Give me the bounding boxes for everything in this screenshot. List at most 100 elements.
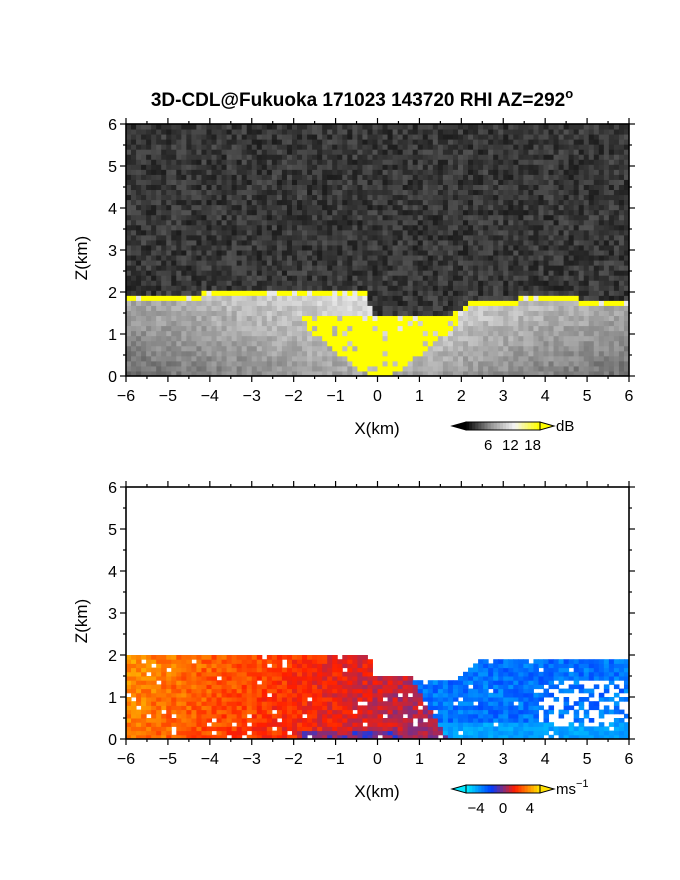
backscatter-cell [317,355,323,362]
backscatter-cell [422,360,429,367]
backscatter-cell [447,330,454,337]
backscatter-cell [563,275,570,281]
backscatter-cell [347,174,353,180]
backscatter-cell [141,270,147,276]
backscatter-cell [131,194,137,201]
backscatter-cell [276,360,283,367]
backscatter-cell [543,234,550,241]
backscatter-cell [146,325,152,332]
backscatter-cell [221,320,228,327]
backscatter-cell [327,310,333,317]
backscatter-cell [362,360,368,367]
backscatter-cell [447,204,454,211]
backscatter-cell [161,159,167,165]
backscatter-cell [367,265,373,271]
backscatter-cell [136,229,142,236]
backscatter-cell [191,260,197,266]
backscatter-cell [392,350,399,357]
backscatter-cell [166,310,172,317]
backscatter-cell [327,355,333,362]
backscatter-cell [372,300,378,306]
backscatter-cell [553,335,560,342]
backscatter-cell [533,300,539,306]
backscatter-cell [402,154,409,160]
backscatter-cell [478,159,484,165]
backscatter-cell [186,260,192,266]
backscatter-cell [226,229,233,236]
backscatter-cell [533,134,539,140]
backscatter-cell [553,134,560,140]
backscatter-cell [598,335,605,342]
backscatter-cell [131,144,137,150]
backscatter-cell [588,134,595,140]
backscatter-cell [206,164,213,170]
backscatter-cell [241,209,248,216]
backscatter-cell [241,239,248,246]
backscatter-cell [392,365,399,372]
backscatter-cell [271,250,278,256]
backscatter-cell [513,209,519,216]
backscatter-cell [382,310,389,317]
backscatter-cell [256,265,263,271]
backscatter-cell [317,315,323,322]
backscatter-cell [171,189,177,196]
backscatter-cell [618,159,625,165]
backscatter-cell [452,250,459,256]
backscatter-cell [447,184,454,191]
backscatter-cell [583,229,590,236]
backscatter-cell [357,204,363,211]
backscatter-cell [518,305,524,311]
backscatter-cell [402,355,409,362]
backscatter-cell [463,179,469,185]
backscatter-cell [452,345,459,352]
backscatter-cell [457,370,464,377]
backscatter-cell [457,315,464,322]
backscatter-cell [442,265,449,271]
backscatter-cell [463,260,469,266]
backscatter-cell [473,169,479,175]
backscatter-cell [528,275,534,281]
backscatter-cell [598,179,605,185]
backscatter-cell [312,330,318,337]
backscatter-cell [367,174,373,180]
backscatter-cell [221,305,228,311]
backscatter-cell [281,224,288,231]
backscatter-cell [457,365,464,372]
backscatter-cell [297,214,303,221]
backscatter-cell [442,224,449,231]
backscatter-cell [493,325,499,332]
backscatter-cell [533,290,539,296]
backscatter-cell [437,355,444,362]
backscatter-cell [286,260,293,266]
backscatter-cell [347,255,353,261]
backscatter-cell [286,184,293,191]
backscatter-cell [221,199,228,206]
backscatter-cell [613,129,620,135]
backscatter-cell [372,199,378,206]
backscatter-cell [327,325,333,332]
backscatter-cell [332,255,338,261]
backscatter-cell [176,290,182,296]
backscatter-cell [422,224,429,231]
backscatter-cell [397,204,404,211]
backscatter-cell [266,209,273,216]
backscatter-cell [563,134,570,140]
backscatter-cell [608,355,615,362]
backscatter-cell [402,174,409,180]
backscatter-cell [236,355,243,362]
backscatter-cell [156,250,162,256]
backscatter-cell [447,260,454,266]
backscatter-cell [171,244,177,251]
backscatter-cell [593,159,600,165]
backscatter-cell [286,144,293,150]
backscatter-cell [241,214,248,221]
backscatter-cell [261,255,268,261]
backscatter-cell [488,320,494,327]
backscatter-cell [206,260,213,266]
backscatter-cell [362,310,368,317]
backscatter-cell [483,244,489,251]
backscatter-cell [608,199,615,206]
backscatter-cell [317,144,323,150]
backscatter-cell [281,174,288,180]
backscatter-cell [593,360,600,367]
